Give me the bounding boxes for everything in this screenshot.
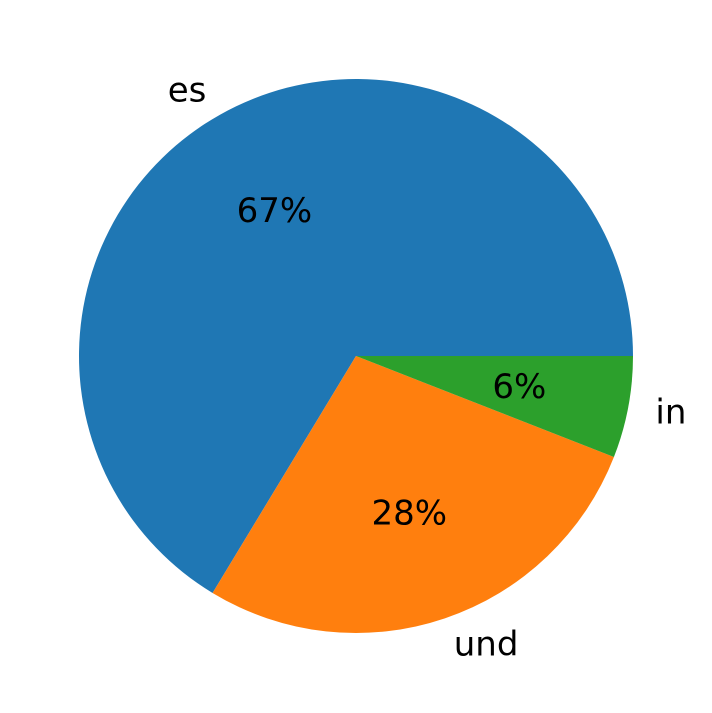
pie-slice-in: [356, 356, 633, 458]
category-label-in: in: [655, 393, 686, 433]
pie-slices: [79, 79, 634, 634]
pie-slice-es: [79, 79, 634, 593]
pie-slice-und: [212, 356, 614, 634]
pie-labels: es 67% und 28% in 6%: [168, 71, 687, 665]
percent-label-und: 28%: [372, 493, 448, 533]
percent-label-in: 6%: [492, 367, 546, 407]
category-label-es: es: [168, 71, 207, 111]
category-label-und: und: [454, 625, 519, 665]
percent-label-es: 67%: [237, 191, 313, 231]
